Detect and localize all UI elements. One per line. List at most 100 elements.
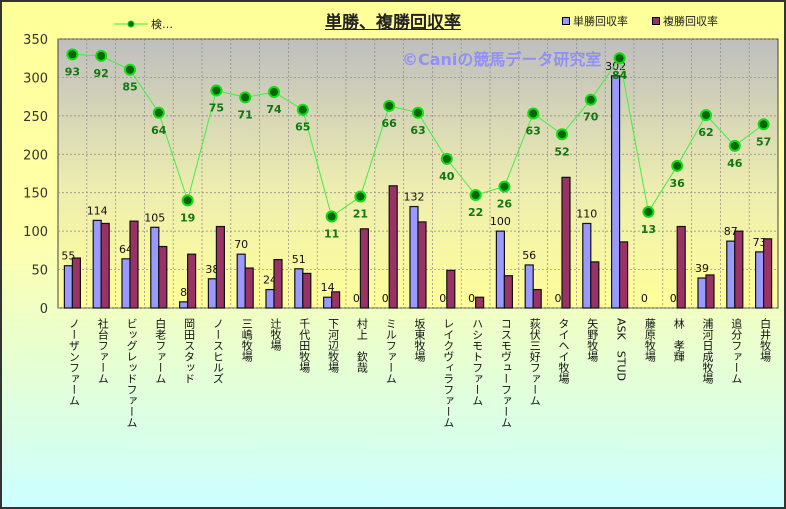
bar-data-label: 0 xyxy=(353,292,360,305)
y-tick-label: 50 xyxy=(31,264,48,279)
x-tick-label: レイクヴィラファーム xyxy=(441,318,455,428)
line-point xyxy=(498,180,511,193)
line-data-label: 71 xyxy=(238,108,253,121)
line-data-label: 22 xyxy=(468,206,483,219)
bar-data-label: 39 xyxy=(695,262,709,275)
x-tick-label: 浦河日成牧場 xyxy=(701,318,714,384)
bar-place xyxy=(618,241,629,309)
line-point xyxy=(469,189,482,202)
bar-place xyxy=(676,225,686,309)
bar-win xyxy=(582,222,592,309)
bar-win xyxy=(409,205,419,309)
line-data-label: 75 xyxy=(209,101,224,114)
line-point xyxy=(412,106,424,119)
bar-data-label: 0 xyxy=(382,292,389,305)
line-data-label: 85 xyxy=(122,81,137,94)
line-point xyxy=(642,205,655,218)
line-data-label: 62 xyxy=(698,126,713,139)
line-data-label: 93 xyxy=(65,65,80,78)
bar-data-label: 70 xyxy=(234,238,248,251)
line-point xyxy=(152,106,165,119)
x-tick-label: タイヘイ牧場 xyxy=(557,318,570,384)
bar-place xyxy=(762,238,773,309)
line-data-label: 36 xyxy=(670,177,686,190)
bar-place xyxy=(417,221,427,309)
bar-win xyxy=(265,288,275,309)
line-point xyxy=(210,84,223,97)
line-data-label: 13 xyxy=(641,223,656,236)
x-tick-label: 村上 欽哉 xyxy=(355,318,369,373)
line-data-label: 66 xyxy=(382,117,398,130)
line-data-label: 26 xyxy=(497,198,513,211)
legend-label: 複勝回収率 xyxy=(663,15,718,28)
line-point xyxy=(354,190,367,203)
bar-win xyxy=(150,226,160,309)
bar-win xyxy=(121,258,131,309)
x-tick-label: 下河辺牧場 xyxy=(326,318,340,373)
bar-place xyxy=(187,253,197,309)
bar-place xyxy=(734,230,744,309)
line-point xyxy=(556,128,568,141)
bar-data-label: 100 xyxy=(490,215,511,228)
bar-win xyxy=(236,253,246,309)
line-data-label: 65 xyxy=(295,121,310,134)
y-tick-label: 350 xyxy=(23,33,48,48)
bar-place xyxy=(244,267,254,309)
bar-data-label: 132 xyxy=(404,191,425,204)
line-data-label: 92 xyxy=(94,67,109,80)
bar-win xyxy=(323,296,333,309)
y-tick-label: 300 xyxy=(23,71,48,86)
bar-win xyxy=(524,264,534,309)
line-point xyxy=(181,194,194,207)
bar-data-label: 114 xyxy=(87,204,108,217)
x-tick-label: 辻牧場 xyxy=(269,318,282,351)
line-data-label: 57 xyxy=(756,135,771,148)
line-point xyxy=(584,93,597,106)
bar-win xyxy=(697,277,707,309)
line-point xyxy=(268,86,280,99)
bar-place xyxy=(331,291,341,309)
line-data-label: 19 xyxy=(180,211,195,224)
legend-line-label: 検… xyxy=(151,18,173,31)
bar-place xyxy=(705,274,715,309)
line-point xyxy=(728,139,741,152)
bar-win xyxy=(495,230,505,309)
line-point xyxy=(95,49,108,62)
bar-place xyxy=(100,222,110,309)
bar-place xyxy=(359,228,369,309)
x-tick-label: 岡田スタッド xyxy=(182,318,196,384)
bar-data-label: 0 xyxy=(641,292,648,305)
line-point xyxy=(239,91,252,104)
line-data-label: 46 xyxy=(727,157,743,170)
y-tick-label: 0 xyxy=(40,302,48,317)
x-tick-label: 坂東牧場 xyxy=(413,318,426,362)
line-data-label: 52 xyxy=(554,145,569,158)
bar-data-label: 14 xyxy=(321,281,335,294)
x-tick-label: 千代田牧場 xyxy=(297,318,311,373)
bar-place xyxy=(71,257,82,309)
bar-win xyxy=(294,268,304,309)
line-point xyxy=(671,159,684,172)
legend-series-0: 単勝回収率 xyxy=(562,13,628,29)
bar-data-label: 0 xyxy=(468,292,475,305)
line-data-label: 63 xyxy=(410,124,425,137)
bar-win xyxy=(207,278,217,309)
legend-swatch xyxy=(562,17,570,25)
bar-place xyxy=(446,269,456,309)
x-tick-label: ハシモトファーム xyxy=(470,318,484,406)
bar-data-label: 0 xyxy=(555,292,562,305)
x-tick-label: 三嶋牧場 xyxy=(240,318,254,362)
x-tick-label: 白井牧場 xyxy=(758,318,772,362)
line-point xyxy=(527,107,540,120)
bar-win xyxy=(754,251,765,309)
line-data-label: 70 xyxy=(583,111,599,124)
bar-data-label: 8 xyxy=(180,286,187,299)
x-tick-label: ミルファーム xyxy=(384,318,398,384)
line-data-label: 64 xyxy=(151,124,167,137)
bar-data-label: 105 xyxy=(144,211,165,224)
line-data-label: 74 xyxy=(266,103,282,116)
legend-swatch xyxy=(652,17,660,25)
line-point xyxy=(613,52,626,65)
